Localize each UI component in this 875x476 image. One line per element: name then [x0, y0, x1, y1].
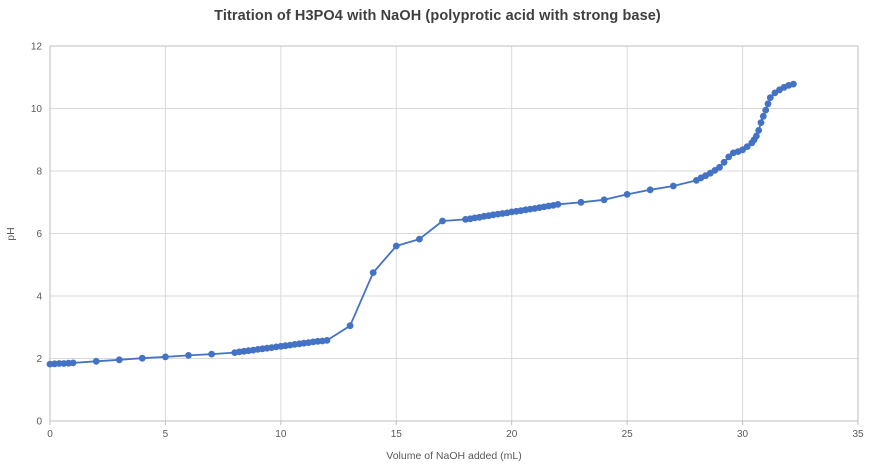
data-point-marker [790, 80, 797, 88]
axis-tick-labels: 0 5 10 15 20 25 30 35 0 2 4 6 8 10 12 [31, 42, 864, 441]
data-point-marker [762, 106, 770, 114]
y-tick-label: 12 [31, 42, 43, 53]
data-point-marker [577, 198, 585, 206]
series-line [49, 83, 794, 365]
data-point-marker [162, 353, 169, 361]
data-point-marker [753, 132, 760, 140]
y-tick-label: 4 [36, 292, 42, 303]
x-axis-title: Volume of NaOH added (mL) [386, 450, 521, 462]
x-tick-label: 25 [622, 429, 634, 440]
y-tick-label: 8 [36, 167, 42, 178]
gridlines [49, 45, 859, 422]
x-tick-label: 35 [852, 429, 864, 440]
data-point-marker [623, 191, 631, 198]
x-tick-label: 10 [275, 429, 287, 440]
data-point-marker [725, 153, 733, 161]
x-tick-label: 5 [163, 429, 169, 440]
data-point-marker [755, 126, 763, 134]
data-point-marker [646, 186, 654, 194]
y-axis-title: pH [5, 227, 17, 240]
data-series [46, 80, 797, 368]
x-tick-label: 15 [391, 429, 403, 440]
data-point-marker [439, 217, 446, 225]
data-point-marker [92, 357, 100, 365]
data-point-marker [208, 350, 216, 358]
axes [49, 45, 859, 425]
data-point-marker [115, 356, 123, 364]
data-point-marker [69, 359, 77, 367]
y-tick-label: 10 [31, 104, 43, 115]
x-tick-label: 0 [47, 429, 53, 440]
data-point-marker [369, 269, 377, 276]
data-point-marker [743, 143, 751, 151]
data-point-marker [757, 119, 765, 126]
data-point-marker [764, 100, 772, 108]
plot-border [49, 45, 859, 422]
data-point-marker [323, 337, 331, 344]
data-point-marker [416, 235, 423, 243]
y-tick-label: 6 [36, 229, 42, 240]
data-point-marker [392, 242, 400, 250]
chart-title: Titration of H3PO4 with NaOH (polyprotic… [214, 8, 661, 24]
x-tick-label: 30 [737, 429, 749, 440]
x-tick-label: 20 [506, 429, 518, 440]
y-tick-label: 0 [36, 417, 42, 428]
data-point-marker [554, 201, 562, 208]
data-point-marker [720, 158, 728, 166]
data-point-marker [346, 322, 354, 330]
data-point-marker [55, 360, 63, 367]
data-point-marker [766, 94, 774, 101]
data-point-marker [600, 196, 608, 204]
data-point-marker [669, 182, 677, 190]
data-point-marker [185, 352, 192, 359]
data-point-marker [138, 354, 146, 362]
data-point-marker [759, 112, 767, 120]
data-point-marker [716, 163, 723, 171]
y-tick-label: 2 [36, 354, 42, 365]
